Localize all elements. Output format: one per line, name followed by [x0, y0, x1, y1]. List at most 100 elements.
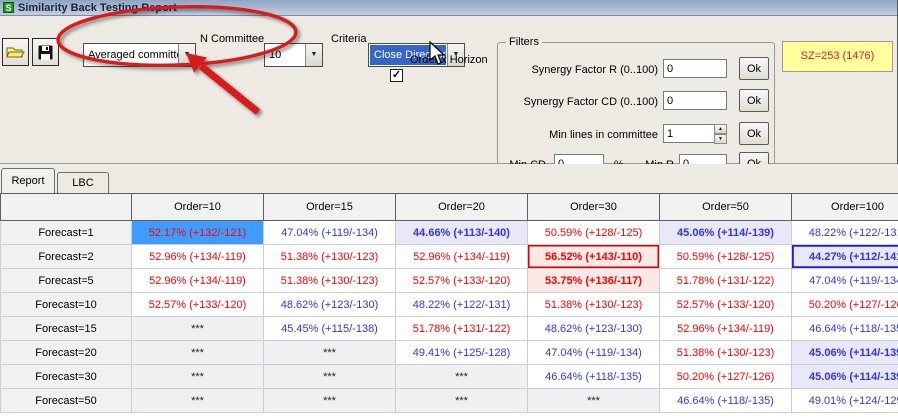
sz-badge: SZ=253 (1476) [782, 41, 893, 72]
grid-cell[interactable]: 56.52% (+143/-110) [527, 244, 660, 269]
grid-corner-cell [0, 193, 132, 221]
grid-cell[interactable]: *** [263, 388, 396, 413]
order-horizon-checkbox[interactable]: ✓ [390, 69, 403, 82]
tab-report[interactable]: Report [1, 168, 55, 193]
table-row: Forecast=5 52.96% (+134/-119) 51.38% (+130… [0, 268, 898, 293]
row-header: Forecast=30 [0, 364, 132, 389]
grid-cell[interactable]: 47.04% (+119/-134) [527, 340, 660, 365]
grid-cell[interactable]: 51.78% (+131/-122) [659, 268, 792, 293]
table-row: Forecast=50 *** *** *** *** 46.64% (+118/-135… [0, 388, 898, 413]
grid-cell[interactable]: 51.38% (+130/-123) [263, 268, 396, 293]
grid-cell[interactable]: 49.41% (+125/-128) [395, 340, 528, 365]
grid-cell[interactable]: 46.64% (+118/-135) [659, 388, 792, 413]
synergy-r-label: Synergy Factor R (0..100) [531, 64, 658, 76]
grid-cell[interactable]: 52.57% (+133/-120) [395, 268, 528, 293]
column-header: Order=50 [659, 193, 792, 221]
grid-cell[interactable]: 45.06% (+114/-139) [791, 340, 898, 365]
grid-cell[interactable]: *** [263, 340, 396, 365]
grid-cell[interactable]: 47.04% (+119/-134) [791, 268, 898, 293]
grid-cell[interactable]: 51.38% (+130/-123) [263, 244, 396, 269]
grid-cell[interactable]: *** [395, 364, 528, 389]
open-folder-icon [6, 47, 25, 58]
order-horizon-label: Order x Horizon [410, 54, 488, 66]
grid-cell[interactable]: 50.59% (+128/-125) [527, 220, 660, 245]
grid-cell[interactable]: *** [395, 388, 528, 413]
synergy-r-ok-button[interactable]: Ok [739, 57, 769, 80]
report-grid: Order=10 Order=15 Order=20 Order=30 Order=50… [0, 193, 898, 419]
open-button[interactable] [2, 38, 29, 66]
column-header: Order=20 [395, 193, 528, 221]
table-row: Forecast=1 52.17% (+132/-121) 47.04% (+119… [0, 220, 898, 245]
grid-cell[interactable]: *** [131, 364, 264, 389]
grid-cell[interactable]: 50.20% (+127/-126) [791, 292, 898, 317]
grid-cell[interactable]: 52.96% (+134/-119) [659, 316, 792, 341]
grid-cell[interactable]: 52.17% (+132/-121) [131, 220, 264, 245]
floppy-disk-icon [38, 45, 53, 60]
grid-cell[interactable]: 48.62% (+123/-130) [527, 316, 660, 341]
grid-cell[interactable]: 47.04% (+119/-134) [263, 220, 396, 245]
filters-group: Filters Synergy Factor R (0..100) Ok Syn… [497, 36, 775, 175]
n-committee-dropdown[interactable]: 10 ▼ [264, 43, 323, 67]
save-button[interactable] [32, 38, 59, 66]
row-header: Forecast=50 [0, 388, 132, 413]
row-header: Forecast=2 [0, 244, 132, 269]
grid-cell[interactable]: *** [527, 388, 660, 413]
grid-cell[interactable]: 48.22% (+122/-131) [395, 292, 528, 317]
grid-cell[interactable]: 45.45% (+115/-138) [263, 316, 396, 341]
chevron-down-icon[interactable]: ▼ [447, 44, 464, 66]
grid-cell[interactable]: 46.64% (+118/-135) [527, 364, 660, 389]
grid-cell[interactable]: 44.27% (+112/-141) [791, 244, 898, 269]
row-header: Forecast=15 [0, 316, 132, 341]
grid-cell[interactable]: 51.78% (+131/-122) [395, 316, 528, 341]
min-lines-input[interactable] [663, 124, 727, 143]
grid-cell[interactable]: 50.20% (+127/-126) [659, 364, 792, 389]
grid-cell[interactable]: 46.64% (+118/-135) [791, 316, 898, 341]
column-header: Order=30 [527, 193, 660, 221]
grid-cell[interactable]: 53.75% (+136/-117) [527, 268, 660, 293]
synergy-cd-label: Synergy Factor CD (0..100) [523, 96, 659, 108]
row-header: Forecast=10 [0, 292, 132, 317]
grid-cell[interactable]: 45.06% (+114/-139) [659, 220, 792, 245]
grid-cell[interactable]: 52.57% (+133/-120) [659, 292, 792, 317]
min-lines-spinner[interactable]: ▲ ▼ [714, 124, 727, 144]
grid-cell[interactable]: 48.22% (+122/-131) [791, 220, 898, 245]
column-header: Order=100 [791, 193, 898, 221]
chevron-down-icon[interactable]: ▼ [178, 44, 195, 66]
grid-cell[interactable]: 52.96% (+134/-119) [131, 268, 264, 293]
grid-cell[interactable]: *** [131, 316, 264, 341]
table-row: Forecast=2 52.96% (+134/-119) 51.38% (+130… [0, 244, 898, 269]
table-row: Forecast=15 *** 45.45% (+115/-138) 51.78% (… [0, 316, 898, 341]
grid-cell[interactable]: 49.01% (+124/-129) [791, 388, 898, 413]
spin-down-icon[interactable]: ▼ [714, 134, 727, 144]
grid-cell[interactable]: 48.62% (+123/-130) [263, 292, 396, 317]
column-header: Order=15 [263, 193, 396, 221]
row-header: Forecast=5 [0, 268, 132, 293]
grid-cell[interactable]: *** [263, 364, 396, 389]
criteria-label: Criteria [331, 33, 367, 45]
grid-cell[interactable]: 52.96% (+134/-119) [395, 244, 528, 269]
min-lines-ok-button[interactable]: Ok [739, 122, 769, 145]
synergy-r-input[interactable] [663, 59, 727, 78]
committee-type-dropdown[interactable]: Averaged committee ▼ [83, 43, 196, 67]
grid-cell[interactable]: 51.38% (+130/-123) [527, 292, 660, 317]
column-header: Order=10 [131, 193, 264, 221]
grid-cell[interactable]: 44.66% (+113/-140) [395, 220, 528, 245]
grid-cell[interactable]: *** [131, 388, 264, 413]
title-bar: S Similarity Back Testing Report [0, 0, 898, 16]
criteria-dropdown[interactable]: Close Direction ▼ [368, 43, 465, 67]
grid-cell[interactable]: 45.06% (+114/-139) [791, 364, 898, 389]
grid-cell[interactable]: 52.96% (+134/-119) [131, 244, 264, 269]
app-icon: S [3, 2, 14, 13]
synergy-cd-ok-button[interactable]: Ok [739, 89, 769, 112]
n-committee-label: N Committee [200, 33, 265, 45]
toolbar-panel: Averaged committee ▼ N Committee 10 ▼ Cr… [0, 16, 898, 175]
grid-cell[interactable]: 52.57% (+133/-120) [131, 292, 264, 317]
grid-cell[interactable]: *** [131, 340, 264, 365]
grid-cell[interactable]: 50.59% (+128/-125) [659, 244, 792, 269]
chevron-down-icon[interactable]: ▼ [305, 44, 322, 66]
synergy-cd-input[interactable] [663, 91, 727, 110]
tab-lbc[interactable]: LBC [57, 172, 109, 193]
grid-cell[interactable]: 51.38% (+130/-123) [659, 340, 792, 365]
spin-up-icon[interactable]: ▲ [714, 124, 727, 134]
min-lines-label: Min lines in committee [549, 129, 658, 141]
